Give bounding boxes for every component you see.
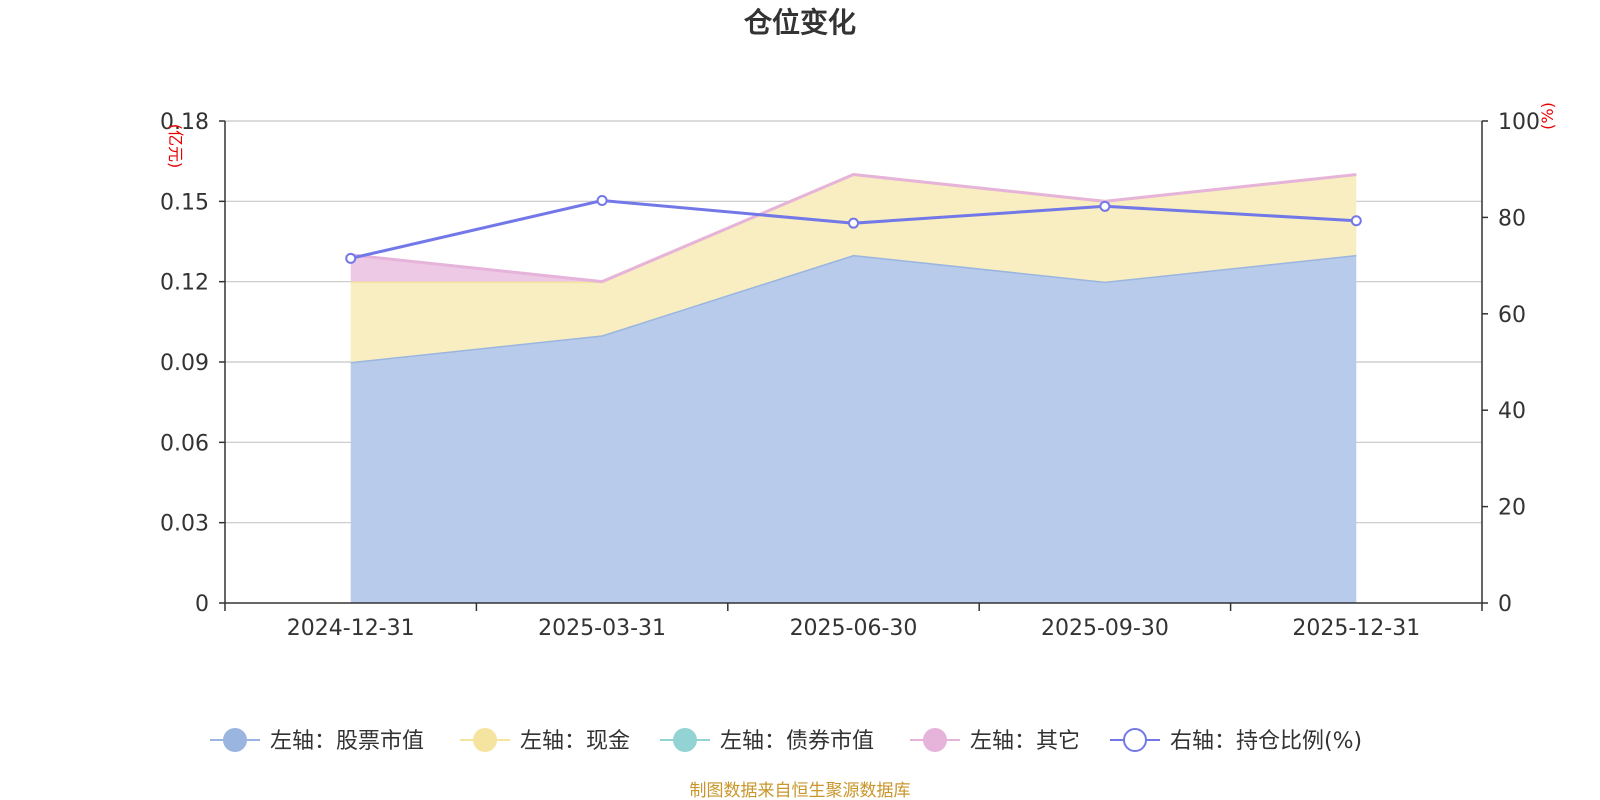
right-axis-tick-label: 0 (1498, 592, 1512, 617)
left-axis-tick-label: 0.06 (160, 431, 209, 456)
left-axis-tick-label: 0.03 (160, 512, 209, 537)
legend-marker (673, 728, 697, 752)
legend-marker (473, 728, 497, 752)
legend-label: 右轴：持仓比例(%) (1170, 729, 1362, 754)
x-axis-tick-label: 2025-06-30 (790, 616, 918, 641)
legend-marker (923, 728, 947, 752)
legend-label: 左轴：其它 (970, 729, 1080, 754)
stacked-areas (350, 173, 1357, 603)
left-axis-tick-label: 0.15 (160, 190, 209, 215)
legend-item: 左轴：现金 (460, 728, 630, 754)
right-axis-tick-label: 100 (1498, 110, 1540, 135)
right-axis-tick-label: 60 (1498, 303, 1526, 328)
area-series-line-3 (350, 173, 1357, 284)
legend-label: 左轴：债券市值 (720, 729, 874, 754)
right-axis-tick-label: 20 (1498, 496, 1526, 521)
source-note: 制图数据来自恒生聚源数据库 (690, 781, 911, 800)
legend-item: 左轴：债券市值 (660, 728, 874, 754)
legend: 左轴：股票市值 左轴：现金 左轴：债券市值 左轴：其它 右轴：持仓比例(%) (210, 728, 1362, 754)
right-axis-tick-label: 80 (1498, 206, 1526, 231)
ratio-point (345, 252, 357, 264)
legend-marker (223, 728, 247, 752)
chart-title: 仓位变化 (744, 6, 856, 39)
ratio-line-layer (345, 195, 1362, 264)
legend-item: 左轴：其它 (910, 728, 1080, 754)
left-axis-tick-label: 0 (195, 592, 209, 617)
legend-label: 左轴：股票市值 (270, 729, 424, 754)
axes: 0 0.03 0.06 0.09 0.12 0.15 0.18 0 20 40 60 80 100 202… (160, 110, 1540, 641)
left-axis-unit: (亿元) (166, 124, 185, 169)
ratio-point (1350, 215, 1362, 227)
x-axis-tick-label: 2025-12-31 (1292, 616, 1420, 641)
legend-item: 右轴：持仓比例(%) (1110, 728, 1362, 754)
left-axis-tick-label: 0.12 (160, 271, 209, 296)
legend-label: 左轴：现金 (520, 729, 630, 754)
area-series-1 (350, 174, 1357, 362)
right-axis-unit: (%) (1538, 102, 1557, 130)
legend-item: 左轴：股票市值 (210, 728, 424, 754)
ratio-point (848, 217, 859, 229)
ratio-point (596, 195, 608, 207)
x-axis-tick-label: 2025-09-30 (1041, 616, 1169, 641)
left-axis-tick-label: 0.18 (160, 110, 209, 135)
right-axis-tick-label: 40 (1498, 399, 1526, 424)
legend-marker (1123, 728, 1147, 752)
x-axis-tick-label: 2025-03-31 (538, 616, 666, 641)
ratio-point (1099, 200, 1111, 212)
area-series-0 (350, 254, 1357, 603)
x-axis-tick-label: 2024-12-31 (287, 616, 415, 641)
area-series-3 (350, 174, 1357, 282)
left-axis-tick-label: 0.09 (160, 351, 209, 376)
